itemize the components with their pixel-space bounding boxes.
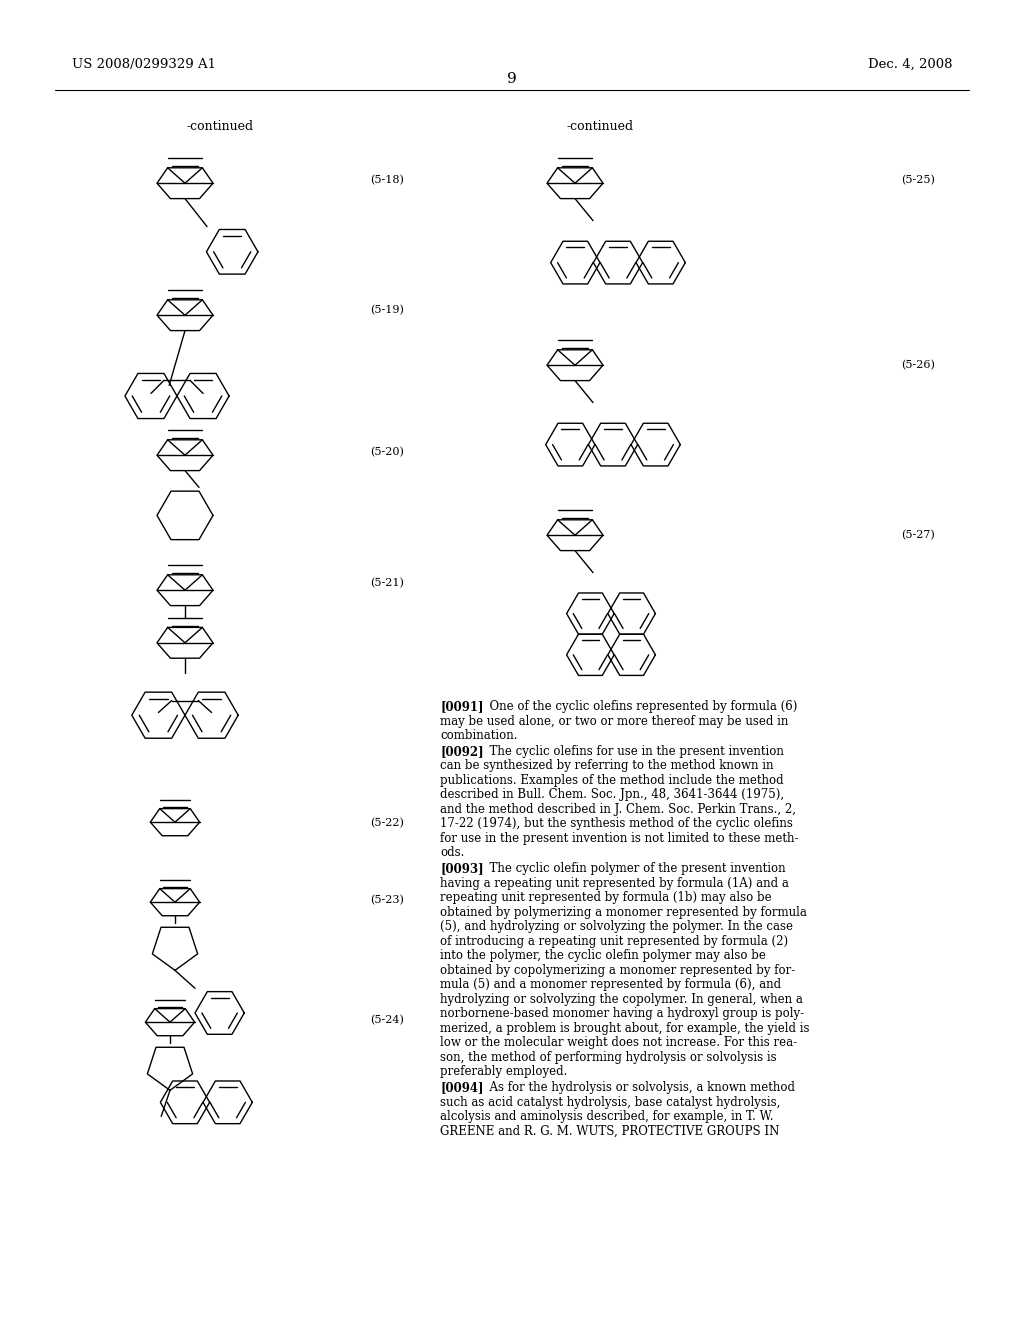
Text: GREENE and R. G. M. WUTS, PROTECTIVE GROUPS IN: GREENE and R. G. M. WUTS, PROTECTIVE GRO…: [440, 1125, 779, 1138]
Text: hydrolyzing or solvolyzing the copolymer. In general, when a: hydrolyzing or solvolyzing the copolymer…: [440, 993, 803, 1006]
Text: [0093]: [0093]: [440, 862, 483, 875]
Text: 17-22 (1974), but the synthesis method of the cyclic olefins: 17-22 (1974), but the synthesis method o…: [440, 817, 793, 830]
Text: (5-22): (5-22): [370, 818, 403, 829]
Text: for use in the present invention is not limited to these meth-: for use in the present invention is not …: [440, 832, 799, 845]
Text: (5-20): (5-20): [370, 447, 403, 457]
Text: The cyclic olefins for use in the present invention: The cyclic olefins for use in the presen…: [482, 744, 784, 758]
Text: obtained by copolymerizing a monomer represented by for-: obtained by copolymerizing a monomer rep…: [440, 964, 796, 977]
Text: (5-26): (5-26): [901, 360, 935, 371]
Text: mula (5) and a monomer represented by formula (6), and: mula (5) and a monomer represented by fo…: [440, 978, 781, 991]
Text: (5-23): (5-23): [370, 895, 403, 906]
Text: (5-27): (5-27): [901, 531, 935, 540]
Text: -continued: -continued: [566, 120, 634, 133]
Text: having a repeating unit represented by formula (1A) and a: having a repeating unit represented by f…: [440, 876, 788, 890]
Text: As for the hydrolysis or solvolysis, a known method: As for the hydrolysis or solvolysis, a k…: [482, 1081, 795, 1094]
Text: (5), and hydrolyzing or solvolyzing the polymer. In the case: (5), and hydrolyzing or solvolyzing the …: [440, 920, 793, 933]
Text: combination.: combination.: [440, 729, 517, 742]
Text: norbornene-based monomer having a hydroxyl group is poly-: norbornene-based monomer having a hydrox…: [440, 1007, 804, 1020]
Text: 9: 9: [507, 73, 517, 86]
Text: alcolysis and aminolysis described, for example, in T. W.: alcolysis and aminolysis described, for …: [440, 1110, 773, 1123]
Text: US 2008/0299329 A1: US 2008/0299329 A1: [72, 58, 216, 71]
Text: [0091]: [0091]: [440, 700, 483, 713]
Text: and the method described in J. Chem. Soc. Perkin Trans., 2,: and the method described in J. Chem. Soc…: [440, 803, 796, 816]
Text: son, the method of performing hydrolysis or solvolysis is: son, the method of performing hydrolysis…: [440, 1051, 776, 1064]
Text: described in Bull. Chem. Soc. Jpn., 48, 3641-3644 (1975),: described in Bull. Chem. Soc. Jpn., 48, …: [440, 788, 784, 801]
Text: preferably employed.: preferably employed.: [440, 1065, 567, 1078]
Text: of introducing a repeating unit represented by formula (2): of introducing a repeating unit represen…: [440, 935, 788, 948]
Text: (5-19): (5-19): [370, 305, 403, 315]
Text: merized, a problem is brought about, for example, the yield is: merized, a problem is brought about, for…: [440, 1022, 810, 1035]
Text: [0092]: [0092]: [440, 744, 483, 758]
Text: into the polymer, the cyclic olefin polymer may also be: into the polymer, the cyclic olefin poly…: [440, 949, 766, 962]
Text: can be synthesized by referring to the method known in: can be synthesized by referring to the m…: [440, 759, 773, 772]
Text: such as acid catalyst hydrolysis, base catalyst hydrolysis,: such as acid catalyst hydrolysis, base c…: [440, 1096, 780, 1109]
Text: ods.: ods.: [440, 846, 464, 859]
Text: The cyclic olefin polymer of the present invention: The cyclic olefin polymer of the present…: [482, 862, 785, 875]
Text: may be used alone, or two or more thereof may be used in: may be used alone, or two or more thereo…: [440, 714, 788, 727]
Text: Dec. 4, 2008: Dec. 4, 2008: [867, 58, 952, 71]
Text: (5-25): (5-25): [901, 176, 935, 185]
Text: One of the cyclic olefins represented by formula (6): One of the cyclic olefins represented by…: [482, 700, 798, 713]
Text: (5-21): (5-21): [370, 578, 403, 589]
Text: obtained by polymerizing a monomer represented by formula: obtained by polymerizing a monomer repre…: [440, 906, 807, 919]
Text: [0094]: [0094]: [440, 1081, 483, 1094]
Text: low or the molecular weight does not increase. For this rea-: low or the molecular weight does not inc…: [440, 1036, 797, 1049]
Text: (5-24): (5-24): [370, 1015, 403, 1026]
Text: publications. Examples of the method include the method: publications. Examples of the method inc…: [440, 774, 783, 787]
Text: repeating unit represented by formula (1b) may also be: repeating unit represented by formula (1…: [440, 891, 772, 904]
Text: (5-18): (5-18): [370, 176, 403, 185]
Text: -continued: -continued: [186, 120, 254, 133]
